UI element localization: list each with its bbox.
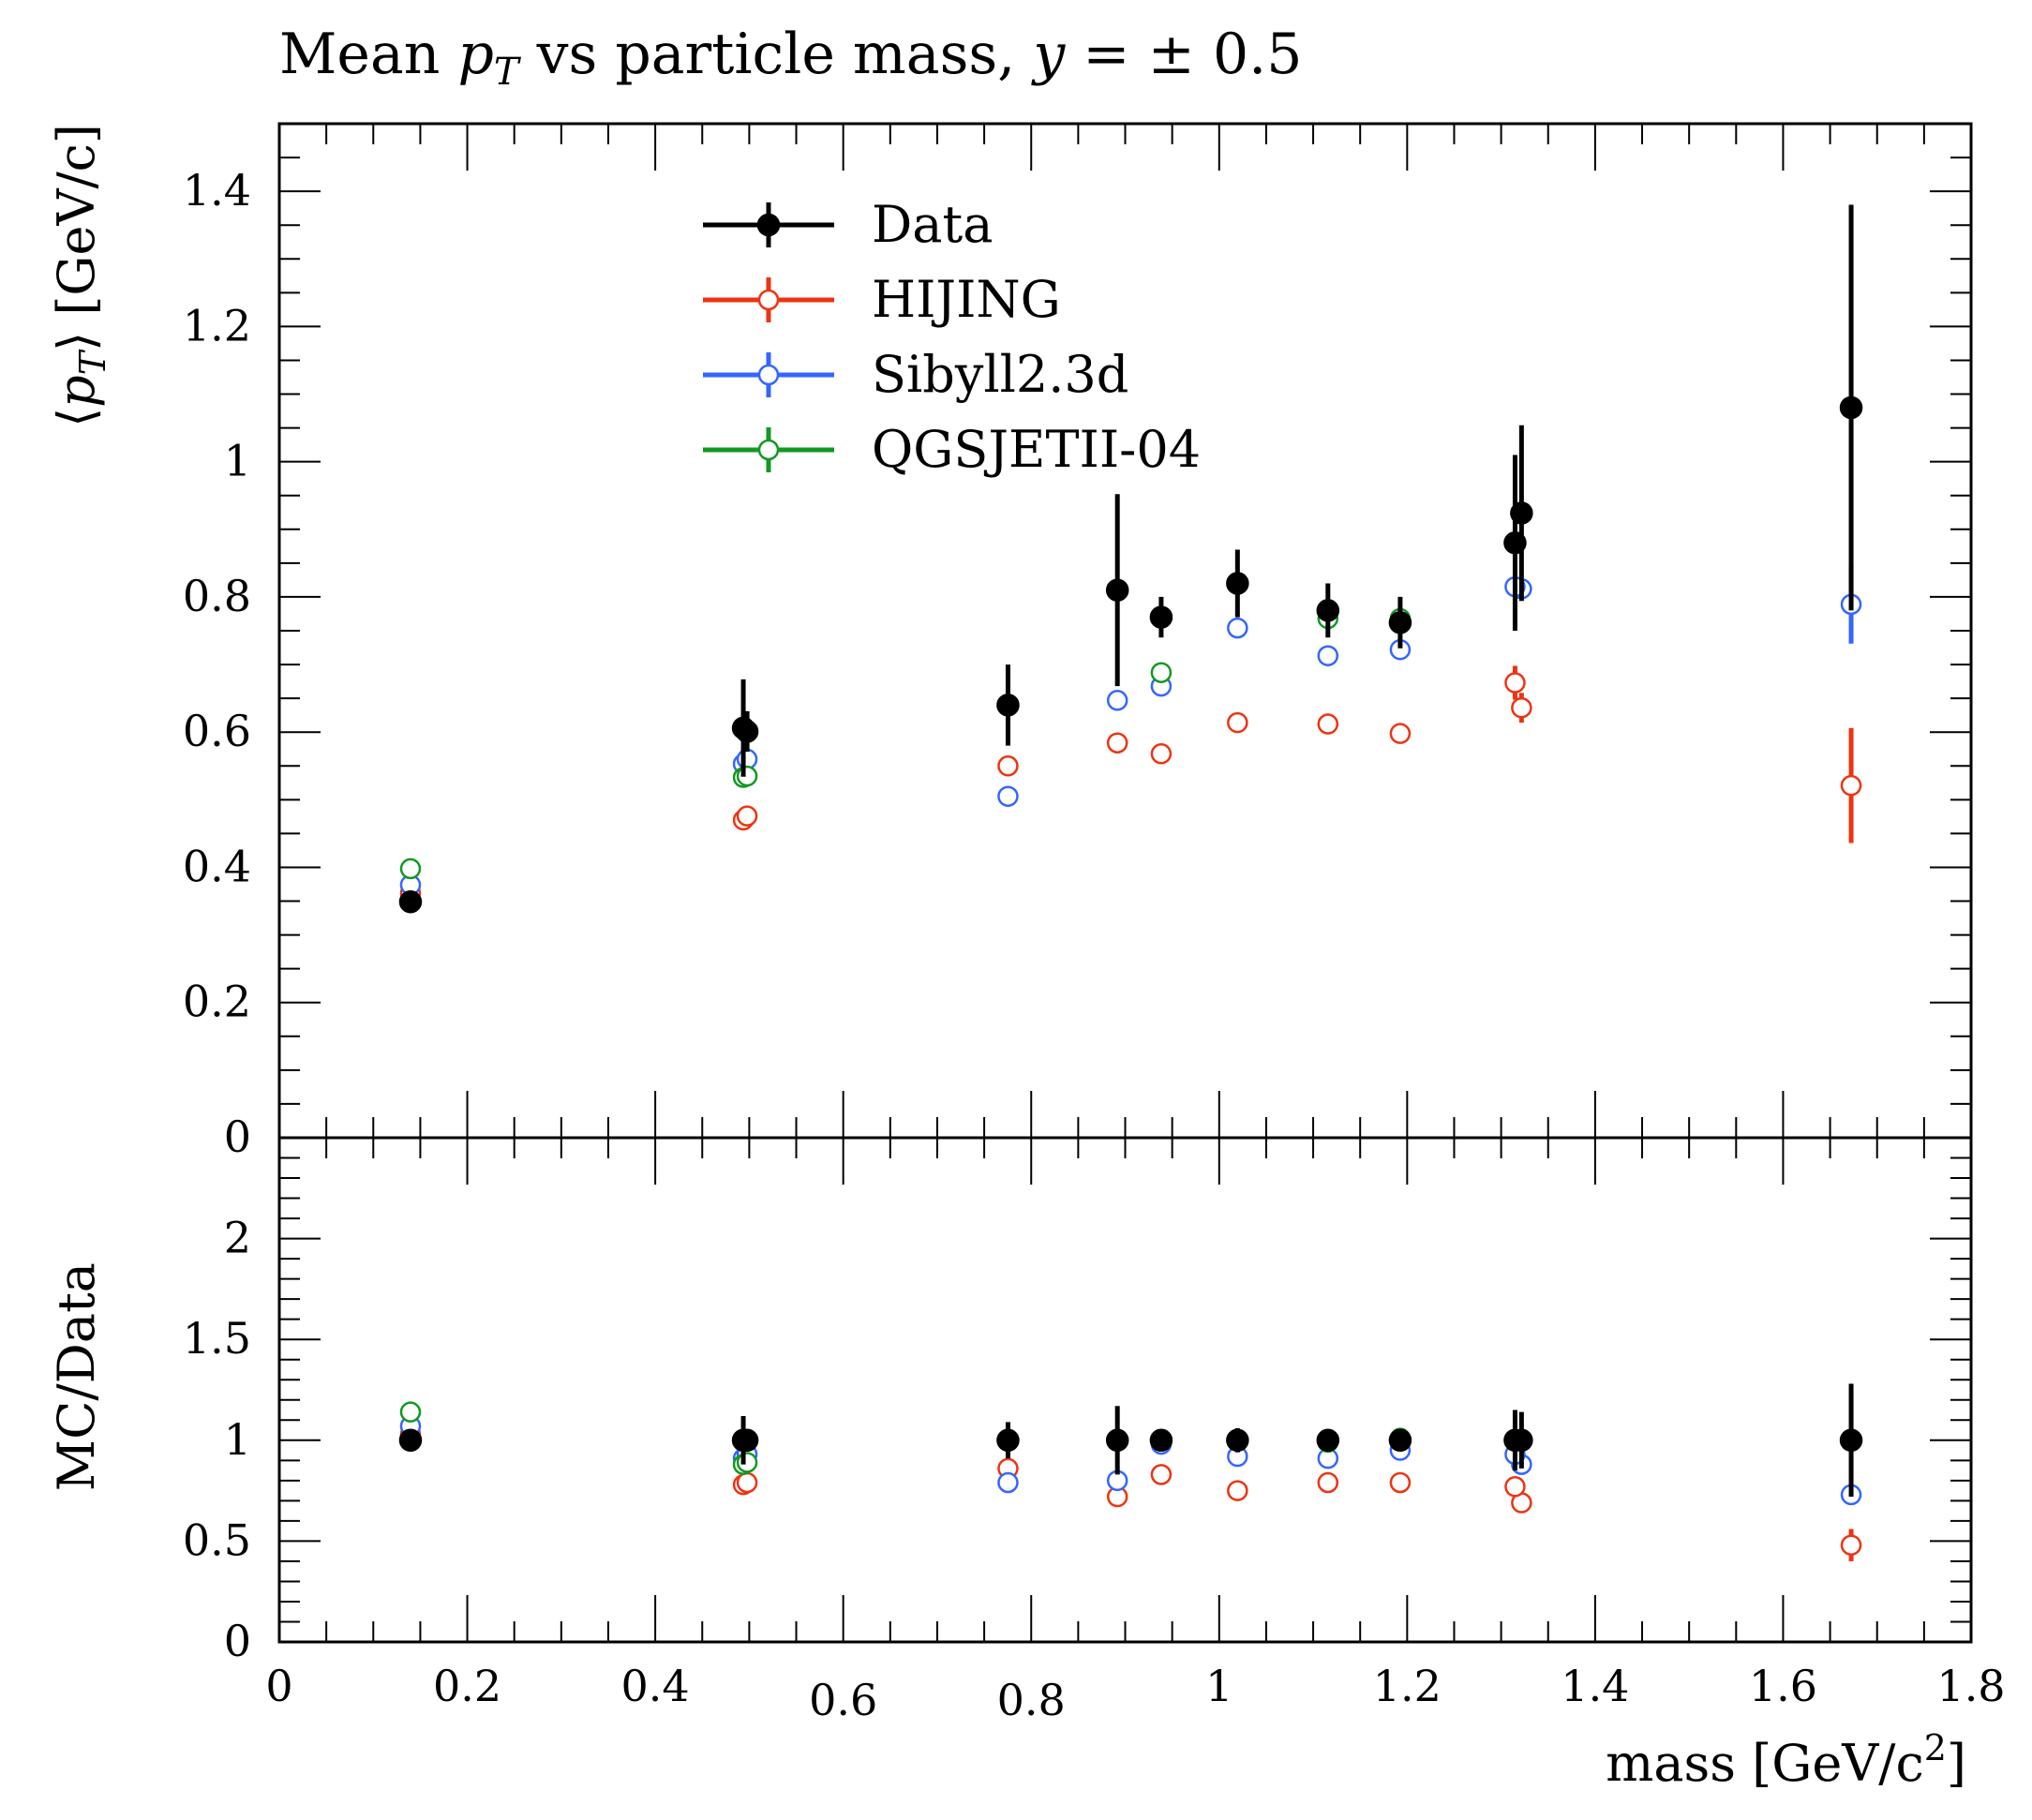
legend-label-qgsjetii-04: QGSJETII-04 xyxy=(872,420,1201,479)
x-tick-label: 1 xyxy=(1205,1661,1233,1711)
data-ratio-point xyxy=(996,1428,1020,1453)
data-ratio-point xyxy=(1388,1428,1412,1453)
data-point xyxy=(1105,578,1129,602)
qgsjetii-04-ratio-point xyxy=(399,1401,422,1423)
legend-label-sibyll2-3d: Sibyll2.3d xyxy=(872,345,1128,404)
legend-label-hijing: HIJING xyxy=(872,270,1061,329)
x-tick-label: 0 xyxy=(265,1661,292,1711)
ratio-y-tick-label: 1 xyxy=(224,1414,251,1465)
legend: Data HIJING Sibyll2.3d QGSJETII-04 xyxy=(703,195,1201,479)
data-ratio-point xyxy=(398,1428,423,1453)
legend-marker-data xyxy=(756,213,781,237)
main-plot-frame xyxy=(277,122,1973,1140)
y-tick-label: 0.2 xyxy=(183,977,251,1027)
qgsjetii-04-point xyxy=(736,765,758,787)
legend-marker-hijing xyxy=(757,289,780,311)
y-tick-label: 0.6 xyxy=(183,706,251,756)
hijing-point xyxy=(1317,713,1339,735)
y-tick-label: 0 xyxy=(224,1111,251,1162)
hijing-ratio-point xyxy=(1150,1464,1173,1485)
y-axis-label-ratio: MC/Data xyxy=(47,1262,106,1491)
hijing-ratio-point xyxy=(1504,1476,1526,1498)
legend-marker-sibyll2-3d xyxy=(757,364,780,386)
data-point xyxy=(1149,605,1173,629)
ratio-y-tick-label: 0 xyxy=(224,1616,251,1666)
hijing-point xyxy=(1511,696,1532,719)
ratio-y-tick-label: 1.5 xyxy=(183,1313,251,1364)
hijing-point xyxy=(1840,774,1862,797)
y-axis-label-main: ⟨pT⟩ [GeV/c] xyxy=(47,124,113,427)
data-point xyxy=(1316,599,1340,622)
x-tick-label: 0.8 xyxy=(997,1675,1066,1725)
qgsjetii-04-point xyxy=(399,858,422,880)
ratio-y-tick-label: 0.5 xyxy=(183,1514,251,1565)
sibyll2-3d-point xyxy=(1106,690,1128,711)
hijing-ratio-point xyxy=(1840,1534,1862,1556)
data-point xyxy=(1226,572,1249,595)
ratio-plot-marks xyxy=(398,1383,1863,1561)
x-tick-label: 1.4 xyxy=(1561,1661,1629,1711)
x-tick-label: 0.6 xyxy=(809,1675,877,1725)
sibyll2-3d-point xyxy=(1227,617,1248,639)
chart-title: Mean pT vs particle mass, y = ± 0.5 xyxy=(279,22,1302,94)
y-tick-label: 1.2 xyxy=(183,300,251,351)
sibyll2-3d-point xyxy=(1317,645,1339,666)
hijing-point xyxy=(1106,732,1128,753)
x-tick-label: 1.8 xyxy=(1936,1661,2005,1711)
ratio-y-tick-label: 2 xyxy=(224,1213,251,1263)
data-point xyxy=(1839,395,1863,420)
data-point xyxy=(735,720,759,743)
sibyll2-3d-ratio-point xyxy=(997,1471,1019,1494)
ratio-plot-frame xyxy=(277,1136,1973,1644)
hijing-ratio-point xyxy=(736,1471,758,1494)
x-tick-label: 0.4 xyxy=(621,1661,690,1711)
data-ratio-point xyxy=(1839,1428,1863,1453)
y-tick-label: 1 xyxy=(224,436,251,486)
data-ratio-point xyxy=(1149,1428,1173,1453)
data-point xyxy=(1503,530,1527,555)
x-tick-label: 0.2 xyxy=(433,1661,501,1711)
legend-label-data: Data xyxy=(872,195,993,254)
hijing-ratio-point xyxy=(1389,1471,1412,1494)
y-tick-label: 0.8 xyxy=(183,571,251,621)
sibyll2-3d-point xyxy=(997,785,1019,807)
hijing-point xyxy=(736,805,758,827)
hijing-point xyxy=(1227,711,1248,734)
hijing-ratio-point xyxy=(1227,1480,1248,1501)
data-ratio-point xyxy=(1316,1428,1340,1453)
data-ratio-point xyxy=(1226,1428,1249,1453)
y-tick-label: 0.4 xyxy=(183,841,251,891)
data-point xyxy=(398,890,423,914)
data-ratio-point xyxy=(1105,1428,1129,1453)
x-tick-label: 1.6 xyxy=(1749,1661,1817,1711)
hijing-ratio-point xyxy=(1317,1471,1339,1494)
hijing-point xyxy=(997,755,1019,777)
legend-marker-qgsjetii-04 xyxy=(757,439,780,461)
x-axis-label: mass [GeV/c2] xyxy=(1606,1727,1966,1793)
hijing-point xyxy=(1504,672,1526,694)
qgsjetii-04-ratio-point xyxy=(736,1452,758,1473)
data-ratio-point xyxy=(1503,1428,1527,1453)
y-tick-label: 1.4 xyxy=(183,165,251,216)
data-point xyxy=(1388,611,1412,634)
x-tick-label: 1.2 xyxy=(1373,1661,1442,1711)
hijing-point xyxy=(1389,723,1412,744)
data-ratio-point xyxy=(735,1428,759,1453)
hijing-point xyxy=(1150,743,1173,765)
tick-labels: 0 0.2 0.4 0.6 0.8 1 1.2 1.4 1.6 1.8 0 0.2 0.4 0.6 0.8 1… xyxy=(183,165,2006,1725)
qgsjetii-04-point xyxy=(1150,662,1173,683)
axis-ticks xyxy=(278,123,1972,1643)
main-plot-marks xyxy=(398,204,1863,914)
data-point xyxy=(996,694,1020,717)
